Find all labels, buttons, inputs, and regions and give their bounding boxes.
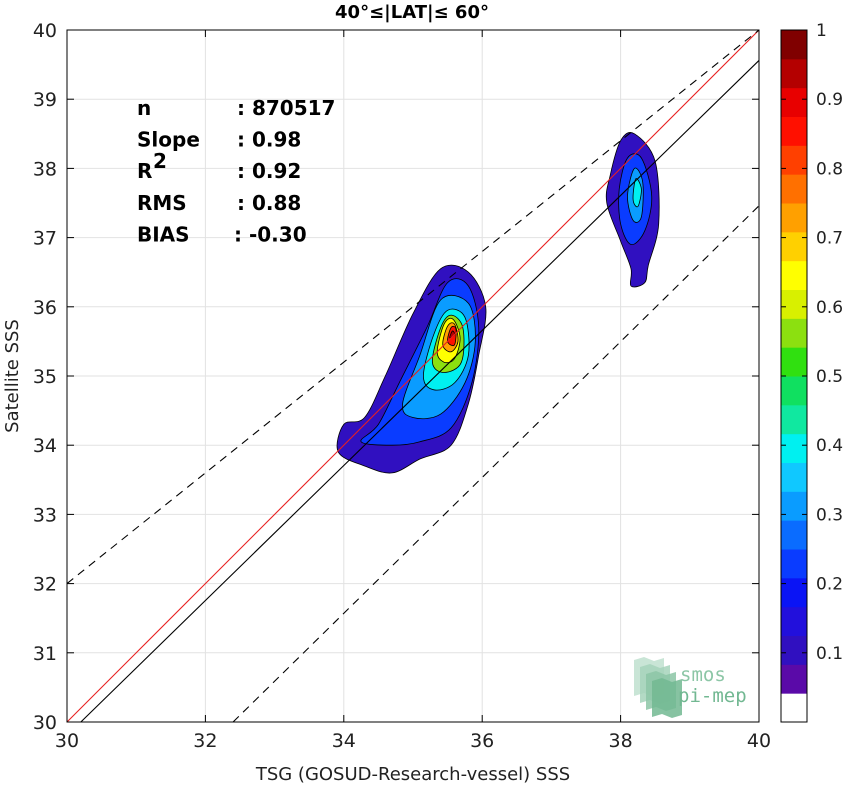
- stats-box: n : 870517 Slope : 0.98 R 2 : 0.92 RMS : 0.88 BIA…: [137, 96, 335, 246]
- stat-label: RMS: [137, 191, 187, 215]
- stat-label: n: [137, 96, 151, 120]
- y-tick-label: 37: [33, 228, 57, 250]
- colorbar-swatch: [781, 30, 807, 60]
- colorbar-tick-label: 0.5: [816, 367, 843, 387]
- x-tick-label: 38: [609, 730, 633, 752]
- colorbar: 0.1 0.2 0.3 0.4 0.5 0.6 0.7 0.8 0.9 1: [780, 21, 843, 723]
- line-upper: [66, 29, 760, 585]
- y-tick-label: 34: [33, 435, 57, 457]
- colorbar-tick-label: 1: [816, 21, 827, 41]
- colorbar-tick-label: 0.4: [816, 436, 843, 456]
- colorbar-swatch: [781, 58, 807, 89]
- y-tick-label: 40: [33, 20, 57, 42]
- stat-value: : 0.98: [237, 128, 301, 152]
- y-tick-label: 36: [33, 297, 57, 319]
- y-tick-label: 33: [33, 504, 57, 526]
- colorbar-swatch: [781, 693, 807, 723]
- colorbar-swatch: [781, 549, 807, 579]
- cluster-main: [336, 264, 487, 474]
- stat-label: Slope: [137, 128, 200, 152]
- colorbar-swatch: [781, 203, 807, 233]
- x-tick-label: 30: [55, 730, 79, 752]
- stat-label: R: [137, 159, 152, 183]
- stat-value: : -0.30: [234, 222, 307, 246]
- x-tick-label: 34: [332, 730, 356, 752]
- colorbar-swatch: [781, 664, 807, 694]
- x-tick-label: 32: [193, 730, 217, 752]
- stat-label: BIAS: [137, 222, 190, 246]
- colorbar-swatch: [781, 347, 807, 377]
- colorbar-swatch: [781, 174, 807, 204]
- colorbar-swatch: [781, 289, 807, 319]
- colorbar-swatch: [781, 231, 807, 262]
- y-tick-label: 32: [33, 574, 57, 596]
- y-tick-label: 31: [33, 643, 57, 665]
- y-tick-label: 30: [33, 712, 57, 734]
- stat-superscript: 2: [153, 149, 167, 173]
- contour-level: [632, 178, 642, 208]
- colorbar-tick-label: 0.8: [816, 159, 843, 179]
- colorbar-swatch: [781, 116, 807, 146]
- colorbar-swatch: [781, 635, 807, 665]
- colorbar-swatch: [781, 260, 807, 290]
- logo-waves-icon: [634, 657, 682, 718]
- y-tick-label: 39: [33, 89, 57, 111]
- y-tick-label: 35: [33, 366, 57, 388]
- y-tick-label: 38: [33, 158, 57, 180]
- x-tick-label: 36: [470, 730, 494, 752]
- colorbar-swatch: [781, 433, 807, 463]
- chart-title: 40°≤|LAT|≤ 60°: [335, 2, 489, 23]
- colorbar-swatch: [781, 577, 807, 608]
- colorbar-swatch: [781, 318, 807, 348]
- colorbar-tick-label: 0.2: [816, 575, 843, 595]
- colorbar-swatch: [781, 520, 807, 550]
- x-axis-label: TSG (GOSUD-Research-vessel) SSS: [255, 764, 570, 785]
- colorbar-swatch: [781, 606, 807, 636]
- y-axis-ticks: 30 31 32 33 34 35 36 37 38 39 40: [33, 20, 759, 734]
- colorbar-swatch: [781, 87, 807, 117]
- colorbar-tick-label: 0.7: [816, 229, 843, 249]
- reference-lines: [66, 29, 760, 723]
- colorbar-swatch: [781, 145, 807, 175]
- colorbar-swatch: [781, 462, 807, 492]
- line-bias: [80, 60, 760, 723]
- colorbar-tick-label: 0.3: [816, 505, 843, 525]
- colorbar-tick-label: 0.9: [816, 90, 843, 110]
- colorbar-swatch: [781, 491, 807, 521]
- stat-value: : 870517: [237, 96, 335, 120]
- y-axis-label: Satellite SSS: [2, 319, 23, 433]
- colorbar-swatch: [781, 376, 807, 406]
- x-tick-label: 40: [747, 730, 771, 752]
- colorbar-swatch: [781, 404, 807, 435]
- stat-value: : 0.92: [237, 159, 301, 183]
- logo-text-smos: smos: [680, 664, 726, 686]
- colorbar-tick-label: 0.6: [816, 298, 843, 318]
- x-axis-ticks: 30 32 34 36 38 40: [55, 30, 771, 752]
- logo-text-pimep: pi-mep: [678, 685, 747, 707]
- line-lower: [232, 205, 760, 723]
- colorbar-tick-label: 0.1: [816, 644, 843, 664]
- line-1:1: [66, 29, 760, 723]
- stat-value: : 0.88: [237, 191, 301, 215]
